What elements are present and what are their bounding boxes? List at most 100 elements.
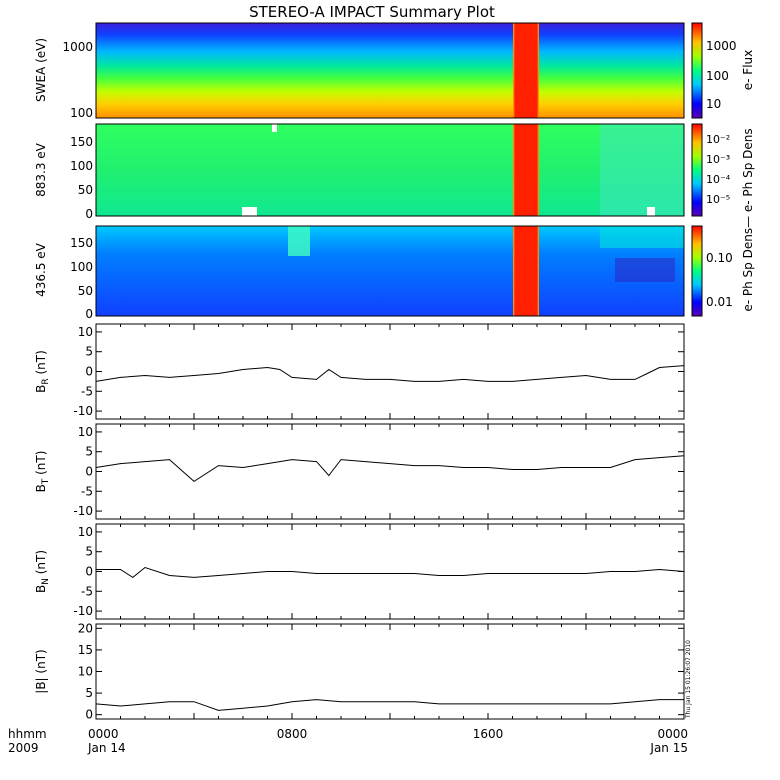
bmag-ytick-label: 10 [78,665,93,679]
bmag-ylabel: |B| (nT) [34,649,48,693]
bt-ytick-label: 10 [78,425,93,439]
br-ytick-label: -5 [81,384,93,398]
pad883-spectrogram [96,124,684,216]
bt-ytick-label: 0 [85,465,93,479]
bmag-ytick-label: 20 [78,621,93,635]
bt-ytick-label: 5 [85,445,93,459]
swea-ytick-label: 100 [70,106,93,120]
bn-ytick-label: 10 [78,525,93,539]
br-ylabel-main: B [34,385,48,393]
pad436-spectrogram [96,226,684,316]
bt-ylabel-main: B [34,484,48,492]
bn-ytick-label: 0 [85,565,93,579]
swea-ytick-label: 1000 [62,40,93,54]
pad-colorbar-label-b: e- Ph Sp Dens [741,128,755,212]
bn-ylabel-main: B [34,585,48,593]
pad883-colorbar-tick: 10⁻³ [706,153,730,166]
bt-frame [95,423,685,520]
bn-ytick-label: -10 [73,604,93,618]
pad436-colorbar-tick: 0.10 [706,251,733,265]
x-tick-label: 1600 [473,727,504,741]
pad883-ytick-label: 150 [70,135,93,149]
bt-ytick-label: -5 [81,484,93,498]
pad883-colorbar-tick: 10⁻⁴ [706,173,731,186]
plot-timestamp: Thu Jan 15 01:26:07 2010 [685,640,692,719]
pad436-ytick-label: 100 [70,260,93,274]
br-ytick-label: -10 [73,404,93,418]
br-ylabel-sub: R [41,378,51,384]
bn-ylabel-unit: (nT) [34,550,48,578]
swea-data-gap [513,23,539,118]
pad436-colorbar-tick: 0.01 [706,295,733,309]
pad436-feature [600,226,684,248]
bt-trace [95,455,685,483]
bmag-ytick-label: 5 [85,686,93,700]
panel-pad883: 883.3 eV 150 100 50 0 10⁻² 10⁻³ 10⁻⁴ 10⁻… [34,123,731,221]
bmag-ytick-label: 15 [78,643,93,657]
figure-title: STEREO-A IMPACT Summary Plot [249,3,495,21]
x-date-label: Jan 14 [87,741,126,755]
x-tick-label: 0800 [277,727,308,741]
br-ytick-label: 10 [78,325,93,339]
bt-ylabel-unit: (nT) [34,451,48,479]
swea-ylabel: SWEA (eV) [34,38,48,102]
pad883-colorbar-tick: 10⁻⁵ [706,193,730,206]
swea-colorbar [691,22,703,119]
pad883-colorbar-tick: 10⁻² [706,133,730,146]
pad-colorbar-label-dash: — [741,212,755,228]
bt-ylabel: BT (nT) [34,451,51,493]
swea-colorbar-label: e- Flux [741,50,755,90]
pad883-colorbar [691,123,703,217]
x-axis-year-label: 2009 [8,741,39,755]
bn-frame [95,523,685,620]
pad883-missing-data [242,207,257,216]
swea-colorbar-tick: 10 [706,97,721,111]
pad436-ytick-label: 150 [70,236,93,250]
pad883-missing-data [272,124,277,132]
pad883-ytick-label: 0 [85,207,93,221]
pad-colorbar-shared-label: e- Ph Sp Dens— e- Ph Sp Dens [741,128,755,311]
pad436-colorbar [691,225,703,317]
bmag-frame [95,623,685,720]
bt-ytick-label: -10 [73,504,93,518]
pad883-ytick-label: 100 [70,159,93,173]
bt-ylabel-sub: T [41,478,51,485]
x-tick-label: 0000 [657,727,688,741]
x-tick-label: 0000 [88,727,119,741]
swea-frame [95,22,685,119]
panel-swea: SWEA (eV) 1000 100 1000 100 10 e- Flux [34,22,755,120]
bmag-ytick-label: 0 [85,708,93,722]
br-frame [95,323,685,420]
bmag-trace [95,699,684,711]
pad883-missing-data [647,207,655,216]
br-ytick-label: 0 [85,365,93,379]
x-date-label: Jan 15 [649,741,688,755]
pad-colorbar-label-a: e- Ph Sp Dens [741,228,755,312]
pad883-ylabel: 883.3 eV [34,142,48,197]
br-ylabel: BR (nT) [34,350,51,393]
pad436-data-gap [513,226,539,316]
br-trace [95,365,685,382]
bn-ytick-label: -5 [81,584,93,598]
pad436-frame [95,225,685,317]
bn-ylabel-sub: N [41,578,51,585]
pad436-feature [615,258,675,282]
pad436-ytick-label: 0 [85,307,93,321]
pad883-frame [95,123,685,217]
bn-trace [96,566,685,579]
swea-colorbar-tick: 1000 [706,39,737,53]
swea-colorbar-tick: 100 [706,69,729,83]
pad436-ylabel: 436.5 eV [34,242,48,297]
pad883-late-region [600,124,684,216]
swea-spectrogram [96,23,684,118]
pad436-feature [288,226,310,256]
bn-ytick-label: 5 [85,545,93,559]
panel-pad436: 436.5 eV 150 100 50 0 0.10 0.01 e- Ph Sp… [34,128,755,321]
pad883-data-gap [513,124,539,216]
br-ylabel-unit: (nT) [34,350,48,378]
br-ytick-label: 5 [85,345,93,359]
x-axis-hhmm-label: hhmm [8,727,47,741]
